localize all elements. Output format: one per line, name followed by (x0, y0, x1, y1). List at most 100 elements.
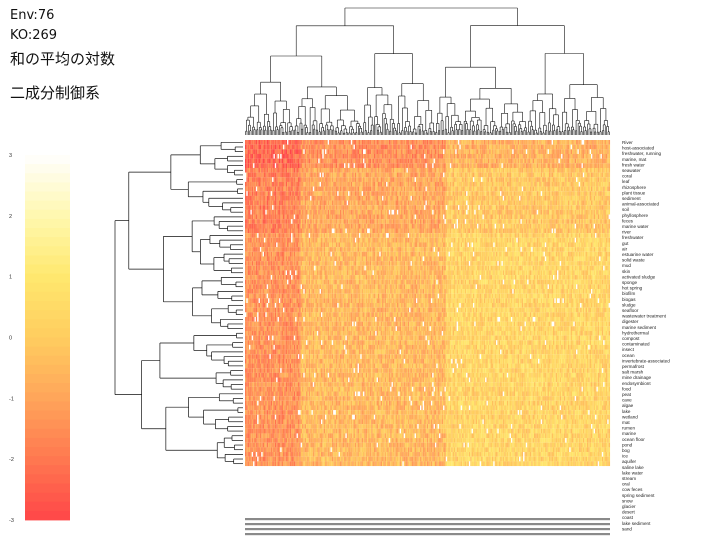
heatmap-cell (580, 181, 582, 187)
heatmap-cell (354, 200, 357, 206)
heatmap-cell (597, 200, 600, 206)
heatmap-cell (335, 177, 338, 182)
heatmap-cell (444, 163, 446, 168)
heatmap-cell (371, 163, 373, 168)
heatmap-cell (531, 167, 533, 173)
heatmap-cell (479, 149, 482, 155)
heatmap-cell (601, 191, 604, 196)
heatmap-cell (608, 177, 611, 182)
heatmap-cell (422, 191, 425, 196)
heatmap-cell (285, 205, 288, 210)
heatmap-cell (316, 153, 319, 159)
heatmap-cell (449, 177, 452, 182)
heatmap-cell (447, 177, 449, 182)
heatmap-cell (588, 195, 590, 201)
heatmap-cell (452, 177, 455, 182)
heatmap-cell (409, 158, 411, 164)
heatmap-cell (312, 149, 315, 155)
heatmap-cell (382, 158, 384, 164)
heatmap-cell (443, 195, 445, 201)
heatmap-cell (498, 181, 501, 187)
heatmap-cell (523, 195, 525, 201)
heatmap-cell (316, 191, 319, 196)
heatmap-cell (417, 167, 419, 173)
heatmap-cell (521, 163, 524, 168)
heatmap-cell (459, 167, 461, 173)
heatmap-cell (392, 195, 395, 201)
heatmap-cell (585, 186, 587, 192)
heatmap-cell (474, 191, 476, 196)
heatmap-cell (377, 158, 380, 164)
heatmap-cell (563, 200, 566, 206)
heatmap-cell (566, 181, 568, 187)
heatmap-cell (270, 163, 273, 168)
heatmap-cell (330, 186, 332, 192)
heatmap-cell (462, 186, 464, 192)
heatmap-cell (364, 181, 366, 187)
heatmap-cell (445, 186, 448, 192)
heatmap-cell (417, 205, 419, 210)
heatmap-cell (472, 186, 475, 192)
heatmap-cell (348, 177, 350, 182)
heatmap-cell (429, 205, 431, 210)
heatmap-cell (396, 149, 399, 155)
heatmap-cell (542, 144, 544, 150)
heatmap-cell (593, 153, 596, 159)
heatmap-cell (311, 181, 313, 187)
heatmap-cell (582, 181, 585, 187)
heatmap-cell (348, 186, 350, 192)
heatmap-cell (327, 195, 330, 201)
heatmap-cell (269, 167, 271, 173)
heatmap-cell (566, 200, 568, 206)
heatmap-cell (567, 153, 570, 159)
heatmap-cell (502, 149, 505, 155)
heatmap-cell (489, 200, 491, 206)
heatmap-cell (350, 186, 353, 192)
heatmap-cell (441, 144, 444, 150)
heatmap-cell (292, 186, 294, 192)
heatmap-cell (270, 181, 273, 187)
heatmap-cell (604, 144, 606, 150)
heatmap-cell (553, 158, 555, 164)
heatmap-cell (306, 158, 308, 164)
heatmap-cell (259, 167, 262, 173)
heatmap-cell (597, 140, 600, 145)
heatmap-cell (255, 205, 258, 210)
heatmap-cell (501, 140, 503, 145)
heatmap-cell (292, 163, 294, 168)
heatmap-cell (383, 200, 385, 206)
heatmap-cell (282, 205, 285, 210)
heatmap-cell (339, 149, 342, 155)
heatmap-cell (521, 149, 524, 155)
heatmap-cell (268, 149, 270, 155)
heatmap-cell (534, 167, 536, 173)
heatmap-cell (360, 191, 362, 196)
heatmap-cell (584, 191, 586, 196)
heatmap-cell (557, 181, 559, 187)
heatmap-cell (380, 153, 383, 159)
color-scale-tick-label: 3 (9, 153, 12, 159)
heatmap-cell (529, 140, 532, 145)
heatmap-cell (341, 195, 343, 201)
heatmap-cell (482, 177, 484, 182)
heatmap-cell (280, 144, 282, 150)
heatmap-cell (472, 181, 475, 187)
heatmap-cell (289, 153, 292, 159)
heatmap-cell (392, 167, 395, 173)
heatmap-cell (304, 140, 307, 145)
heatmap-cell (338, 172, 341, 178)
heatmap-cell (462, 140, 464, 145)
heatmap-cell (413, 191, 415, 196)
heatmap-cell (477, 186, 479, 192)
heatmap-cell (513, 167, 516, 173)
heatmap-cell (482, 186, 484, 192)
heatmap-cell (413, 163, 415, 168)
heatmap-cell (356, 158, 358, 164)
heatmap-cell (559, 158, 562, 164)
heatmap-cell (268, 153, 270, 159)
heatmap-cell (532, 140, 535, 145)
heatmap-cell (460, 163, 463, 168)
heatmap-cell (449, 205, 452, 210)
heatmap-cell (534, 144, 536, 150)
heatmap-cell (515, 140, 517, 145)
